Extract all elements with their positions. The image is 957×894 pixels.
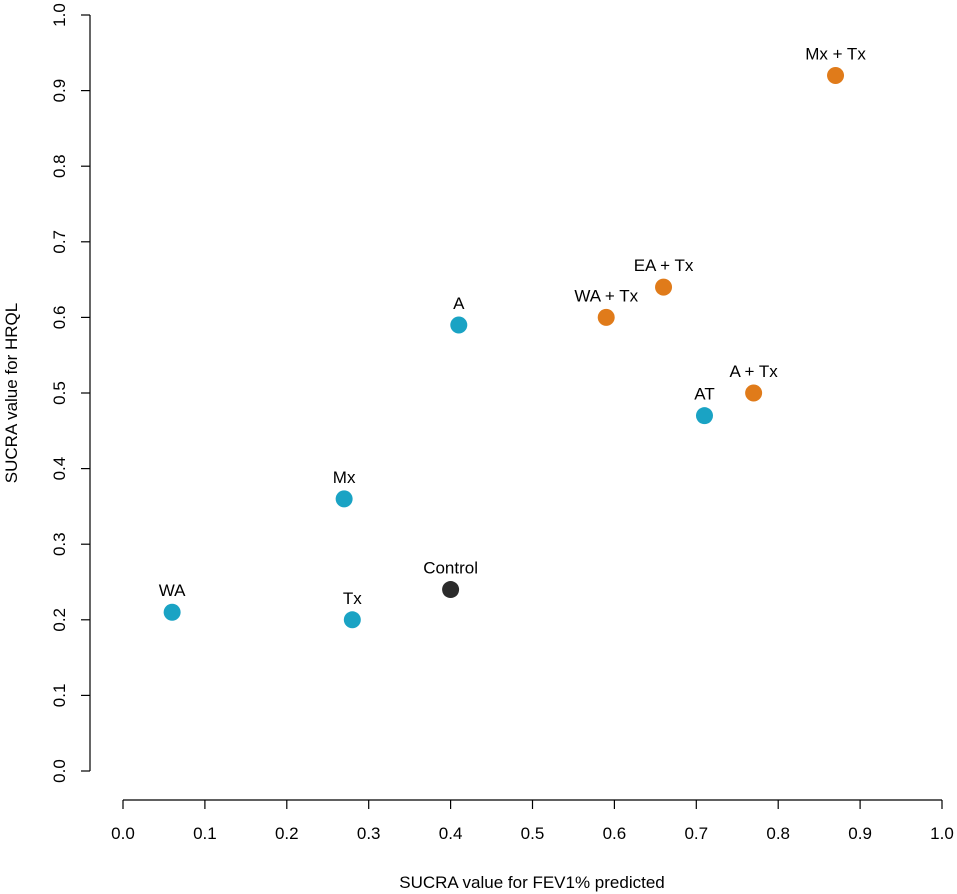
x-axis: 0.0 0.1 0.2 0.3 0.4 0.5 0.6 0.7 0.8 0.9 1.0 [111,799,954,843]
x-tick-label: 0.9 [848,824,872,843]
y-axis-title: SUCRA value for HRQL [2,303,21,483]
y-tick-label: 0.8 [50,154,69,178]
y-tick-label: 0.4 [50,457,69,481]
point-label: Mx [333,468,356,487]
x-axis-title: SUCRA value for FEV1% predicted [399,873,665,892]
point-label: WA [159,581,186,600]
point-label: Control [423,559,478,578]
x-tick-label: 0.2 [275,824,299,843]
data-point-wa-tx [597,308,615,326]
y-tick-label: 0.3 [50,532,69,556]
data-point-ea-tx [655,278,673,296]
data-points: WA Tx Mx A AT Control WA + Tx EA + Tx A + Tx Mx +… [159,44,866,629]
x-tick-label: 0.8 [766,824,790,843]
data-point-wa [163,603,181,621]
y-tick-label: 0.2 [50,608,69,632]
data-point-a [450,316,468,334]
data-point-control [442,581,460,599]
x-tick-label: 0.4 [439,824,463,843]
x-tick-label: 0.5 [521,824,545,843]
y-tick-label: 0.5 [50,381,69,405]
x-tick-label: 0.3 [357,824,381,843]
y-axis: 0.0 0.1 0.2 0.3 0.4 0.5 0.6 0.7 0.8 0.9 1.0 [50,3,91,783]
y-tick-label: 0.1 [50,684,69,708]
point-label: EA + Tx [634,256,694,275]
y-tick-label: 1.0 [50,3,69,27]
x-tick-label: 0.1 [193,824,217,843]
point-label: Tx [343,589,362,608]
y-tick-label: 0.6 [50,306,69,330]
y-tick-label: 0.0 [50,759,69,783]
point-label: A + Tx [729,362,778,381]
point-label: WA + Tx [574,286,638,305]
data-point-tx [343,611,361,629]
x-tick-label: 1.0 [930,824,954,843]
point-label: AT [694,385,714,404]
x-tick-label: 0.6 [603,824,627,843]
point-label: Mx + Tx [805,44,866,63]
y-tick-label: 0.9 [50,79,69,103]
x-tick-label: 0.0 [111,824,135,843]
x-tick-label: 0.7 [684,824,708,843]
data-point-a-tx [745,384,763,402]
y-tick-label: 0.7 [50,230,69,254]
point-label: A [453,294,465,313]
data-point-mx [335,490,353,508]
data-point-at [695,407,713,425]
data-point-mx-tx [827,66,845,84]
